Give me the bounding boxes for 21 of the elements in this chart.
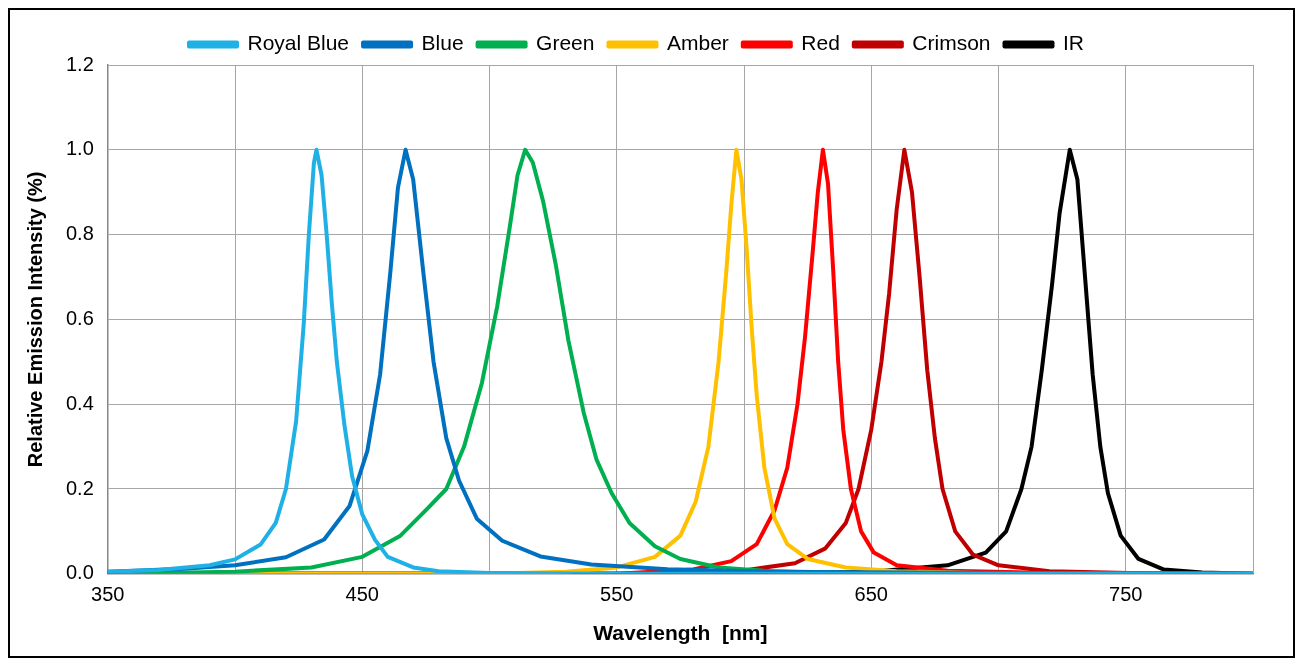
x-tick-label: 750	[1109, 583, 1143, 606]
x-tick-label: 350	[91, 583, 125, 606]
legend-label: Red	[801, 31, 840, 55]
y-tick-label: 1.0	[65, 137, 94, 160]
y-tick-label: 0.6	[65, 306, 94, 329]
legend-label: Amber	[666, 31, 729, 55]
legend-label: Green	[536, 31, 595, 55]
legend-label: Blue	[421, 31, 464, 55]
legend-label: Royal Blue	[247, 31, 350, 55]
y-axis-title: Relative Emission Intensity (%)	[23, 171, 46, 468]
y-tick-label: 1.2	[65, 52, 94, 75]
legend-label: Crimson	[912, 31, 991, 55]
legend-label: IR	[1063, 31, 1084, 55]
x-tick-label: 450	[345, 583, 379, 606]
x-tick-label: 650	[854, 583, 888, 606]
y-tick-label: 0.0	[65, 561, 94, 584]
x-axis-title: Wavelength [nm]	[593, 621, 768, 645]
y-tick-label: 0.2	[65, 476, 94, 499]
y-tick-label: 0.4	[65, 391, 94, 414]
x-tick-label: 550	[600, 583, 634, 606]
y-tick-label: 0.8	[65, 222, 94, 245]
